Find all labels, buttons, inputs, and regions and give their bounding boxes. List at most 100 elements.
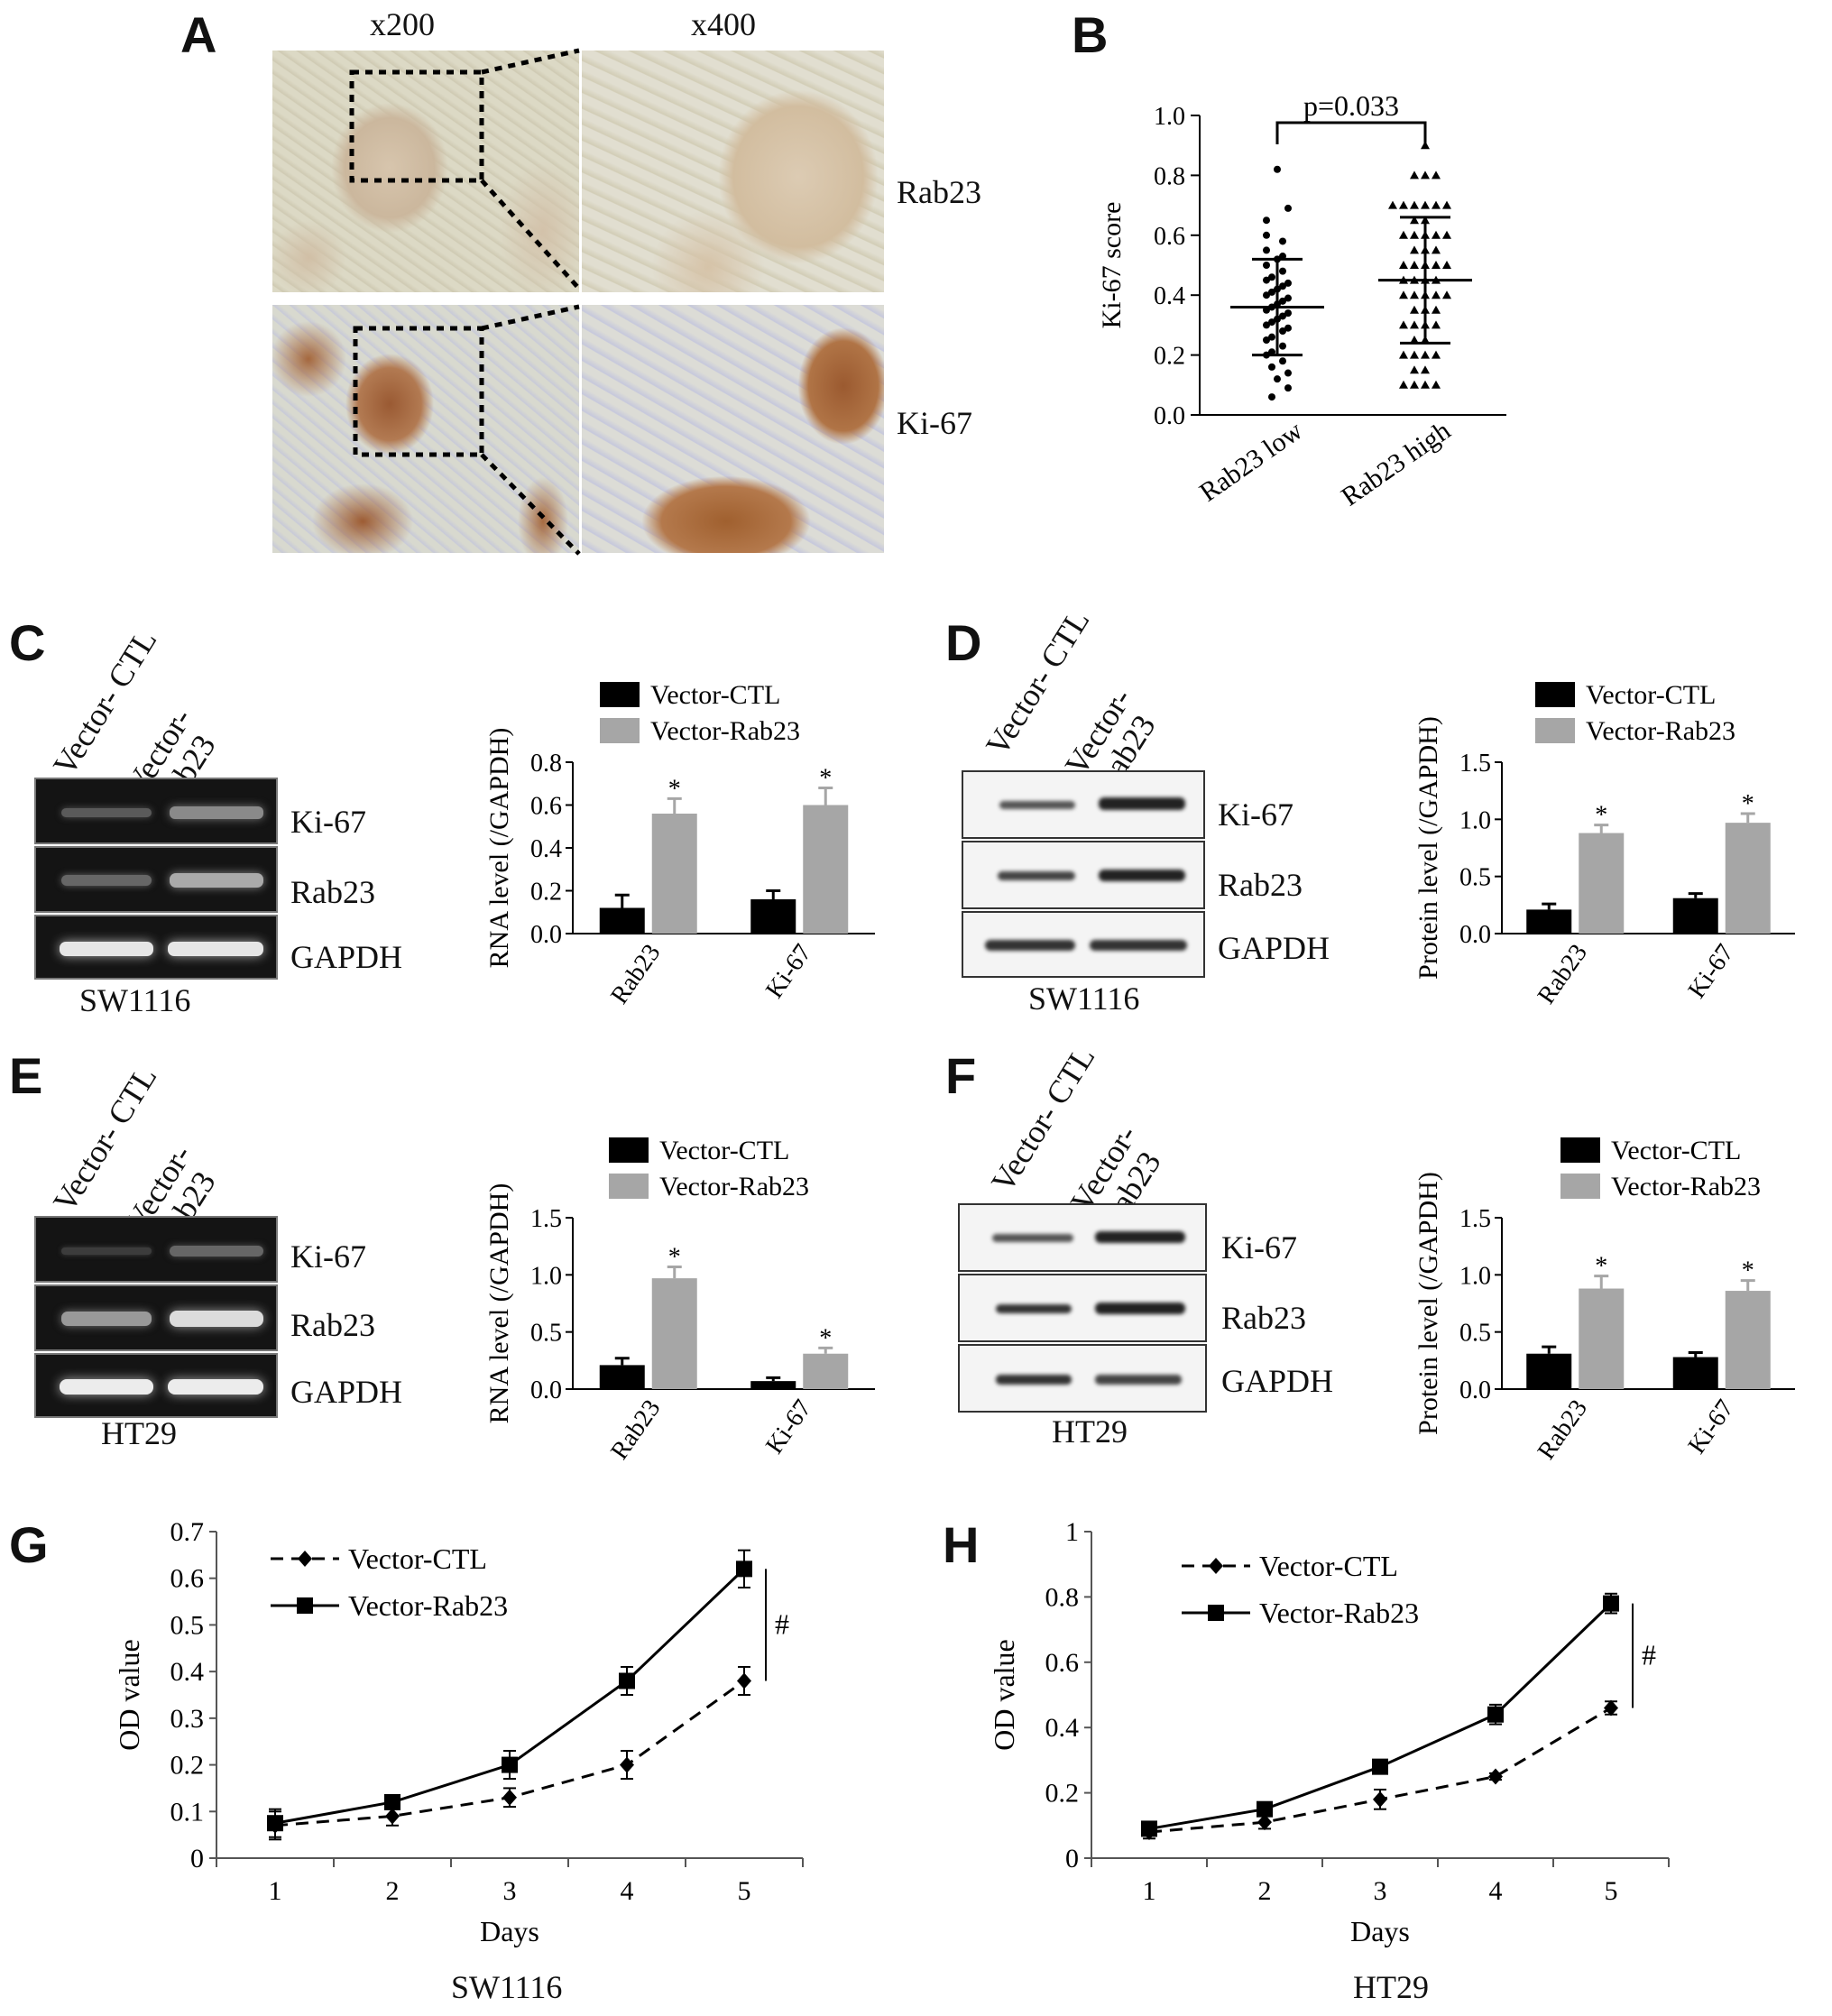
y-tick-label: 0.2 [170,1751,205,1781]
data-point [1263,246,1270,254]
data-point [1388,200,1397,209]
data-point [1284,294,1292,302]
row-label-rab23: Rab23 [897,174,981,210]
data-point [1284,279,1292,287]
bar [1526,909,1572,934]
bar [1579,833,1625,934]
data-point [1410,380,1419,389]
y-axis-label: OD value [113,1639,145,1751]
legend-marker [1208,1605,1224,1621]
x-tick-label: Rab23 [605,939,666,1009]
x-axis-label: Days [1350,1915,1410,1947]
x-tick-label: 1 [269,1876,282,1906]
data-point [1399,230,1408,239]
panel-letter-c: C [9,614,46,671]
data-point [1399,380,1408,389]
zoom-line-rab23-bottom [480,179,581,290]
band-label-ki67: Ki-67 [1221,1229,1297,1266]
legend-label: Vector-CTL [659,1136,789,1165]
gel-band [170,806,263,819]
cell-line-label: SW1116 [451,1969,563,2005]
panel-letter-h: H [943,1516,980,1573]
cell-line-label: SW1116 [1028,980,1140,1017]
legend-label: Vector-CTL [1611,1136,1741,1165]
y-tick-label: 0.3 [170,1704,205,1734]
legend-swatch [609,1137,649,1163]
significance-star: * [1595,802,1607,830]
blot-band [996,1304,1072,1313]
data-point [1442,230,1451,239]
legend-label: Vector-Rab23 [659,1172,809,1201]
data-point [1257,1814,1272,1831]
y-tick-label: 0.8 [1045,1582,1080,1612]
data-point [1263,321,1270,329]
legend-label: Vector-Rab23 [348,1589,508,1622]
data-point [620,1756,634,1773]
y-tick-label: 0.6 [1045,1648,1080,1678]
band-label-gapdh: GAPDH [290,939,403,975]
bar [1725,823,1771,934]
data-point [1432,245,1441,254]
band-label-rab23: Rab23 [290,874,375,910]
y-tick-label: 0.8 [530,750,562,778]
chart-c-bar: 0.0 0.2 0.4 0.6 0.8 RNA level (/GAPDH) * Rab23 *… [484,680,875,1009]
data-point [1399,261,1408,269]
blot-band [1099,870,1185,881]
row-label-ki67: Ki-67 [897,405,972,441]
data-point [1421,170,1430,180]
legend-label: Vector-CTL [1259,1550,1398,1582]
band-label-gapdh: GAPDH [1218,930,1330,966]
data-point [1410,336,1419,344]
data-point [1268,288,1275,296]
panel-letter-d: D [945,614,982,671]
data-point [737,1672,751,1689]
data-point [1263,276,1270,284]
gel-band [61,875,152,886]
data-point [1263,291,1270,299]
significance-star: * [1595,1253,1607,1281]
significance-mark: # [775,1607,789,1640]
chart-d-bar: 0.0 0.5 1.0 1.5 Protein level (/GAPDH) * Rab23… [1413,680,1795,1009]
data-point [1373,1790,1387,1808]
y-tick-label: 1.5 [1459,1205,1491,1233]
y-tick-label: 0.4 [1045,1713,1080,1743]
blot-row-ki67 [958,1203,1207,1272]
bar [1672,1357,1718,1389]
data-point [1268,273,1275,281]
data-point [1279,297,1286,305]
legend-swatch [609,1174,649,1199]
y-tick-label: 0.8 [1154,162,1185,190]
x-tick-label: 3 [1374,1876,1387,1906]
y-axis-label: RNA level (/GAPDH) [484,728,514,969]
data-point [1488,1768,1503,1785]
y-tick-label: 0 [190,1844,204,1873]
band-label-rab23: Rab23 [290,1307,375,1343]
y-tick-label: 0.4 [1154,282,1185,310]
data-point [1284,369,1292,377]
legend-marker [1209,1558,1223,1574]
y-tick-label: 0.0 [1459,921,1491,949]
data-point [1442,261,1451,269]
data-point [1141,1820,1157,1837]
legend-label: Vector-Rab23 [650,716,800,746]
gel-band [61,1312,152,1326]
cell-line-label: HT29 [1353,1969,1429,2005]
gel-band [61,808,152,817]
y-tick-label: 0.5 [1459,1320,1491,1348]
x-tick-label: Ki-67 [760,1395,817,1459]
zoom-guides [349,48,581,556]
x-tick-label: 2 [386,1876,400,1906]
data-point [619,1672,635,1689]
bar [1725,1291,1771,1389]
significance-star: * [1742,1257,1754,1285]
y-tick-label: 0.5 [170,1610,205,1640]
x-tick-label: Rab23 high [1336,416,1456,512]
data-point [1410,230,1419,239]
gel-row-gapdh [34,915,278,980]
significance-star: * [668,775,681,803]
band-label-rab23: Rab23 [1218,867,1303,903]
y-axis-label: RNA level (/GAPDH) [484,1183,514,1424]
bar [651,1278,697,1389]
gel-band [170,1311,263,1327]
